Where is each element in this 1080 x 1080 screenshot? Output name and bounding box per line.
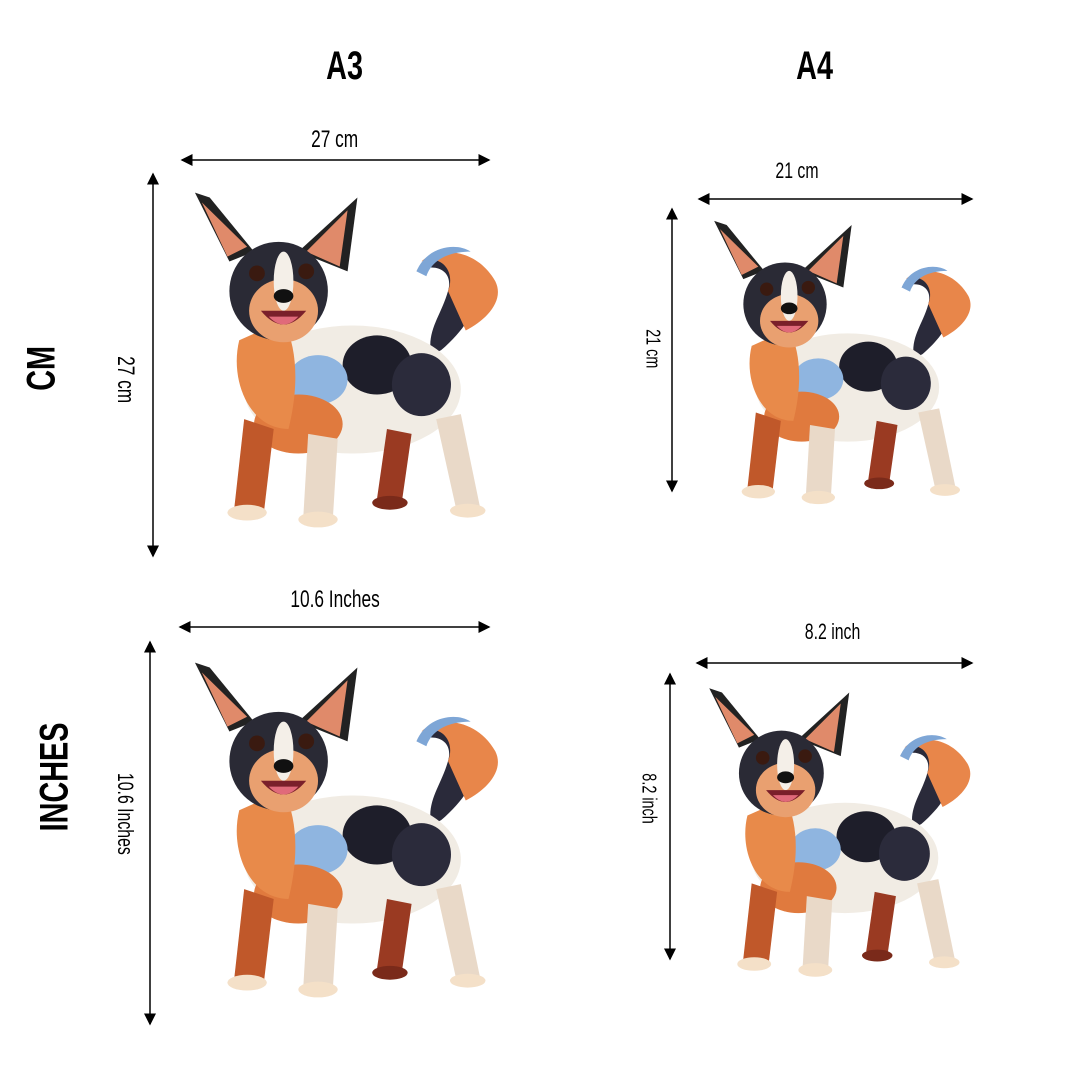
a3-cm-width-label: 27 cm: [311, 126, 359, 153]
column-header-a3: A3: [326, 44, 364, 88]
dog-illustration-a4-inches: [705, 685, 985, 980]
a3-in-width-label: 10.6 Inches: [290, 586, 380, 613]
dog-illustration-a4-cm: [710, 215, 985, 510]
a4-in-width-label: 8.2 inch: [805, 619, 861, 644]
column-header-a4: A4: [796, 44, 834, 88]
a4-cm-width-label: 21 cm: [775, 158, 819, 183]
dog-illustration-a3-cm: [190, 190, 515, 530]
dog-illustration-a3-inches: [190, 660, 515, 1000]
